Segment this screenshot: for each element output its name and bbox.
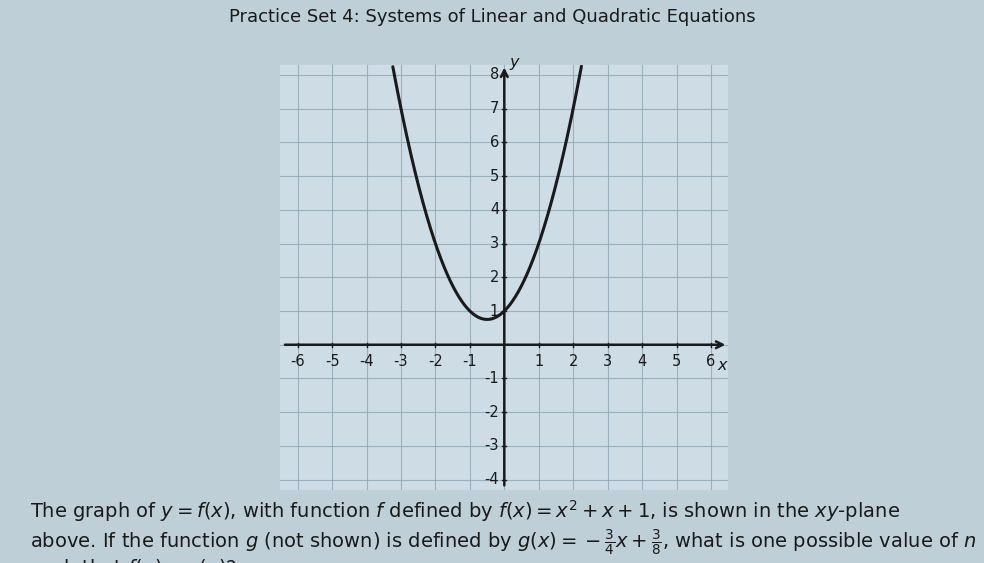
Text: The graph of $y = f(x)$, with function $f$ defined by $f(x) = x^2 + x + 1$, is s: The graph of $y = f(x)$, with function $… [30, 498, 899, 524]
Text: above. If the function $g$ (not shown) is defined by $g(x) = -\frac{3}{4}x + \fr: above. If the function $g$ (not shown) i… [30, 528, 976, 557]
Text: -4: -4 [359, 354, 374, 369]
Text: 2: 2 [490, 270, 499, 285]
Text: 5: 5 [490, 168, 499, 184]
Text: -6: -6 [290, 354, 305, 369]
Text: such that $f(n) = g(n)$?: such that $f(n) = g(n)$? [30, 557, 236, 563]
Text: 5: 5 [672, 354, 681, 369]
Text: 4: 4 [490, 202, 499, 217]
Text: -2: -2 [484, 405, 499, 420]
Text: -2: -2 [428, 354, 443, 369]
Text: 4: 4 [638, 354, 646, 369]
Text: 2: 2 [569, 354, 578, 369]
Text: -3: -3 [394, 354, 408, 369]
Text: 6: 6 [707, 354, 715, 369]
Text: -4: -4 [484, 472, 499, 487]
Text: 1: 1 [490, 303, 499, 319]
Text: Practice Set 4: Systems of Linear and Quadratic Equations: Practice Set 4: Systems of Linear and Qu… [228, 8, 756, 26]
Text: 3: 3 [603, 354, 612, 369]
Text: -1: -1 [462, 354, 477, 369]
Text: x: x [717, 358, 726, 373]
Text: -5: -5 [325, 354, 339, 369]
Text: y: y [510, 55, 519, 70]
Text: 7: 7 [490, 101, 499, 116]
Text: 1: 1 [534, 354, 543, 369]
Text: -3: -3 [485, 439, 499, 453]
Text: -1: -1 [484, 371, 499, 386]
Text: 6: 6 [490, 135, 499, 150]
Text: 3: 3 [490, 236, 499, 251]
Text: 8: 8 [490, 68, 499, 82]
